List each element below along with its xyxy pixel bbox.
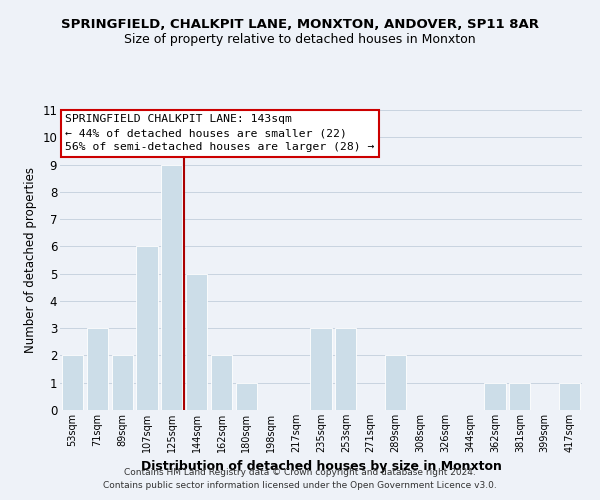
Bar bbox=[335, 328, 356, 410]
Bar bbox=[186, 274, 207, 410]
Bar bbox=[509, 382, 530, 410]
Text: SPRINGFIELD, CHALKPIT LANE, MONXTON, ANDOVER, SP11 8AR: SPRINGFIELD, CHALKPIT LANE, MONXTON, AND… bbox=[61, 18, 539, 30]
Text: Contains HM Land Registry data © Crown copyright and database right 2024.: Contains HM Land Registry data © Crown c… bbox=[124, 468, 476, 477]
Bar bbox=[559, 382, 580, 410]
Bar bbox=[236, 382, 257, 410]
Bar bbox=[211, 356, 232, 410]
X-axis label: Distribution of detached houses by size in Monxton: Distribution of detached houses by size … bbox=[140, 460, 502, 473]
Bar bbox=[310, 328, 332, 410]
Text: Contains public sector information licensed under the Open Government Licence v3: Contains public sector information licen… bbox=[103, 480, 497, 490]
Bar bbox=[484, 382, 506, 410]
Text: SPRINGFIELD CHALKPIT LANE: 143sqm
← 44% of detached houses are smaller (22)
56% : SPRINGFIELD CHALKPIT LANE: 143sqm ← 44% … bbox=[65, 114, 374, 152]
Y-axis label: Number of detached properties: Number of detached properties bbox=[23, 167, 37, 353]
Bar bbox=[136, 246, 158, 410]
Bar bbox=[62, 356, 83, 410]
Bar bbox=[385, 356, 406, 410]
Bar bbox=[161, 164, 182, 410]
Bar bbox=[112, 356, 133, 410]
Bar bbox=[87, 328, 108, 410]
Text: Size of property relative to detached houses in Monxton: Size of property relative to detached ho… bbox=[124, 32, 476, 46]
